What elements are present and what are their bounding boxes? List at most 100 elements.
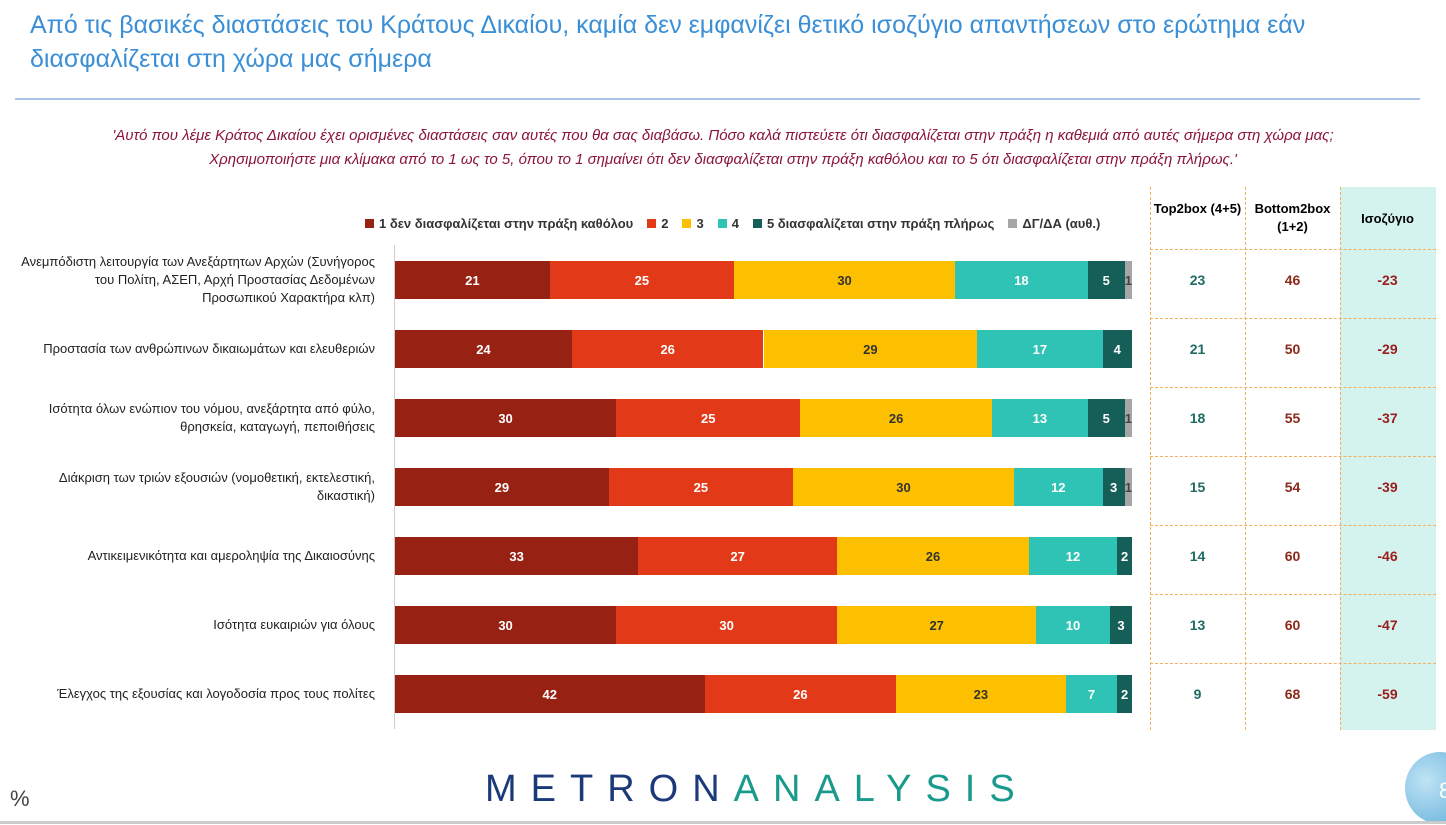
top2box-value: 13 bbox=[1189, 617, 1206, 633]
bottom2box-value: 50 bbox=[1284, 341, 1301, 357]
bar-segment: 30 bbox=[792, 468, 1015, 506]
footer-line bbox=[0, 821, 1446, 824]
bar-segment: 5 bbox=[1087, 399, 1125, 437]
bar-segment: 25 bbox=[608, 468, 793, 506]
bar-segment: 33 bbox=[395, 537, 639, 575]
bar-segment: 26 bbox=[704, 675, 897, 713]
bar-segment: 26 bbox=[800, 399, 992, 437]
bottom2box-value: 46 bbox=[1284, 272, 1301, 288]
header-balance: Ισοζύγιο bbox=[1361, 211, 1414, 226]
bar-segment: 25 bbox=[616, 399, 801, 437]
bar-segment: 10 bbox=[1036, 606, 1110, 644]
legend-swatch bbox=[365, 219, 374, 228]
bar-segment: 24 bbox=[395, 330, 572, 368]
page-number-badge: 8 bbox=[1405, 752, 1446, 824]
legend: 1 δεν διασφαλίζεται στην πράξη καθόλου 2 3… bbox=[365, 216, 1100, 231]
bar-segment: 17 bbox=[977, 330, 1103, 368]
balance-value: -23 bbox=[1377, 272, 1398, 288]
legend-swatch bbox=[1008, 219, 1018, 228]
balance-value: -37 bbox=[1377, 410, 1398, 426]
question-line-2: Χρησιμοποιήστε μια κλίμακα από το 1 ως τ… bbox=[209, 151, 1237, 168]
legend-item: 3 bbox=[682, 216, 704, 231]
bar-segment: 5 bbox=[1087, 261, 1125, 299]
page-title: Από τις βασικές διαστάσεις του Κράτους Δ… bbox=[30, 11, 1306, 73]
bar-segment: 23 bbox=[896, 675, 1066, 713]
bar-segment: 7 bbox=[1065, 675, 1118, 713]
bar-segment: 1 bbox=[1124, 399, 1132, 437]
top2box-value: 14 bbox=[1189, 548, 1206, 564]
legend-item: 5 διασφαλίζεται στην πράξη πλήρως bbox=[752, 216, 995, 231]
bar-segment: 25 bbox=[549, 261, 735, 299]
row-divider bbox=[1150, 456, 1436, 457]
balance-value: -47 bbox=[1377, 617, 1398, 633]
bar-segment: 12 bbox=[1014, 468, 1103, 506]
bottom2box-value: 60 bbox=[1284, 617, 1301, 633]
bar-segment: 26 bbox=[837, 537, 1029, 575]
legend-swatch bbox=[682, 219, 692, 228]
legend-swatch bbox=[752, 219, 762, 228]
bottom2box-value: 68 bbox=[1284, 686, 1301, 702]
top2box-value: 15 bbox=[1189, 479, 1206, 495]
category-label: Διάκριση των τριών εξουσιών (νομοθετική,… bbox=[58, 470, 375, 503]
bar-segment: 2 bbox=[1117, 675, 1132, 713]
logo-part1: METRON bbox=[485, 768, 734, 810]
balance-column-background bbox=[1340, 187, 1436, 730]
bottom2box-value: 54 bbox=[1284, 479, 1301, 495]
top2box-value: 23 bbox=[1189, 272, 1206, 288]
bar-segment: 13 bbox=[991, 399, 1088, 437]
bar-segment: 42 bbox=[395, 675, 705, 713]
legend-item: 2 bbox=[647, 216, 668, 231]
header-bottom2box: Bottom2box (1+2) bbox=[1254, 201, 1331, 234]
category-label: Αντικειμενικότητα και αμεροληψία της Δικ… bbox=[87, 548, 375, 563]
column-divider bbox=[1150, 187, 1151, 730]
metron-analysis-logo: METRONANALYSIS bbox=[485, 768, 1029, 811]
bar-segment: 1 bbox=[1124, 261, 1132, 299]
bottom2box-value: 55 bbox=[1284, 410, 1301, 426]
row-divider bbox=[1150, 249, 1436, 250]
legend-label: ΔΓ/ΔΑ (αυθ.) bbox=[1022, 216, 1101, 231]
legend-item: 1 δεν διασφαλίζεται στην πράξη καθόλου bbox=[365, 216, 633, 231]
bar-segment: 1 bbox=[1124, 468, 1132, 506]
bar-segment: 27 bbox=[837, 606, 1037, 644]
legend-label: 2 bbox=[661, 216, 669, 231]
bar-segment: 2 bbox=[1117, 537, 1132, 575]
bar-segment: 12 bbox=[1028, 537, 1118, 575]
bar-segment: 18 bbox=[955, 261, 1088, 299]
bar-segment: 21 bbox=[395, 261, 550, 299]
legend-item: ΔΓ/ΔΑ (αυθ.) bbox=[1008, 216, 1100, 231]
title-divider bbox=[15, 98, 1420, 100]
bar-segment: 4 bbox=[1102, 330, 1132, 368]
bar-segment: 30 bbox=[616, 606, 838, 644]
category-label: Έλεγχος της εξουσίας και λογοδοσία προς … bbox=[57, 686, 375, 701]
bar-segment: 30 bbox=[734, 261, 956, 299]
top2box-value: 21 bbox=[1189, 341, 1206, 357]
unit-label: % bbox=[10, 786, 30, 811]
legend-swatch bbox=[647, 219, 657, 228]
row-divider bbox=[1150, 318, 1436, 319]
bottom2box-value: 60 bbox=[1284, 548, 1301, 564]
row-divider bbox=[1150, 525, 1436, 526]
logo-part2: ANALYSIS bbox=[733, 768, 1029, 810]
balance-value: -29 bbox=[1377, 341, 1398, 357]
bar-segment: 27 bbox=[638, 537, 838, 575]
balance-value: -59 bbox=[1377, 686, 1398, 702]
legend-item: 4 bbox=[717, 216, 739, 231]
legend-label: 4 bbox=[731, 216, 739, 231]
bar-segment: 3 bbox=[1102, 468, 1125, 506]
legend-label: 5 διασφαλίζεται στην πράξη πλήρως bbox=[766, 216, 995, 231]
category-axis bbox=[394, 245, 395, 729]
bar-segment: 29 bbox=[763, 330, 978, 368]
bar-segment: 3 bbox=[1109, 606, 1132, 644]
header-top2box: Top2box (4+5) bbox=[1153, 201, 1242, 216]
balance-value: -46 bbox=[1377, 548, 1398, 564]
question-line-1: 'Αυτό που λέμε Κράτος Δικαίου έχει ορισμ… bbox=[112, 127, 1334, 144]
row-divider bbox=[1150, 594, 1436, 595]
bar-segment: 30 bbox=[395, 606, 617, 644]
top2box-value: 9 bbox=[1193, 686, 1202, 702]
row-divider bbox=[1150, 663, 1436, 664]
category-label: Προστασία των ανθρώπινων δικαιωμάτων και… bbox=[43, 341, 375, 356]
legend-label: 3 bbox=[696, 216, 704, 231]
category-label: Ισότητα ευκαιριών για όλους bbox=[213, 617, 375, 632]
top2box-value: 18 bbox=[1189, 410, 1206, 426]
category-label: Ανεμπόδιστη λειτουργία των Ανεξάρτητων Α… bbox=[21, 254, 375, 305]
